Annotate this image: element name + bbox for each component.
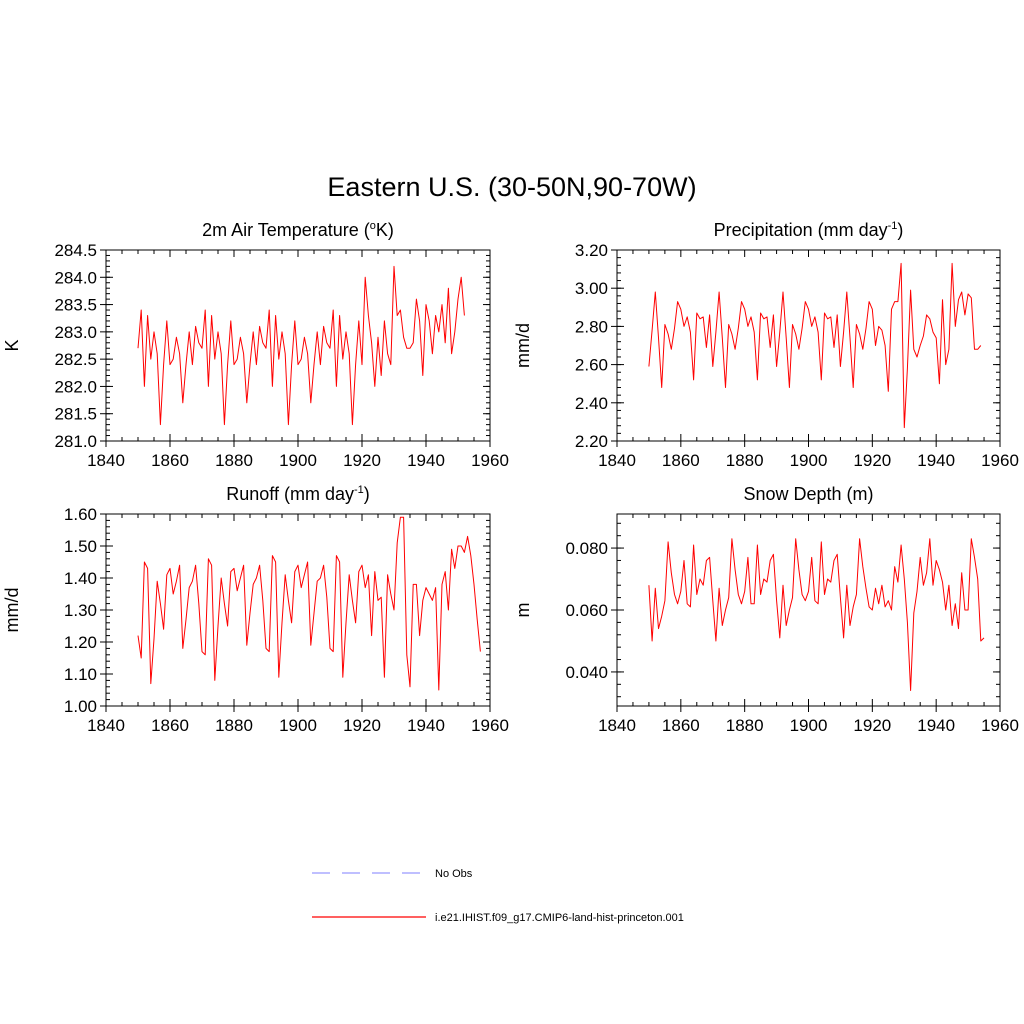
y-tick-label: 1.00 bbox=[64, 697, 97, 716]
x-tick-label: 1920 bbox=[853, 451, 891, 470]
y-tick-label: 1.40 bbox=[64, 569, 97, 588]
x-tick-label: 1940 bbox=[917, 716, 955, 735]
panel-title-snow-depth: Snow Depth (m) bbox=[743, 484, 873, 504]
x-tick-label: 1940 bbox=[917, 451, 955, 470]
x-tick-label: 1900 bbox=[790, 451, 828, 470]
y-tick-label: 2.80 bbox=[575, 317, 608, 336]
y-tick-label: 3.20 bbox=[575, 241, 608, 260]
x-tick-label: 1840 bbox=[598, 451, 636, 470]
panel-runoff: Runoff (mm day-1) 1840 1860 1880 1900 1920 194… bbox=[2, 484, 509, 735]
y-tick-label: 282.0 bbox=[54, 377, 97, 396]
y-tick-label: 284.5 bbox=[54, 241, 97, 260]
y-tick-label: 284.0 bbox=[54, 268, 97, 287]
x-tick-label: 1860 bbox=[662, 451, 700, 470]
panel-title-runoff: Runoff (mm day-1) bbox=[226, 484, 370, 504]
x-tick-label: 1960 bbox=[981, 716, 1019, 735]
y-axis-label-snow-depth: m bbox=[513, 603, 533, 618]
plot-frame-runoff bbox=[105, 513, 491, 707]
legend-obs-label: No Obs bbox=[435, 868, 473, 880]
series-line-runoff bbox=[137, 516, 481, 691]
y-tick-label: 2.40 bbox=[575, 394, 608, 413]
x-tick-label: 1860 bbox=[151, 716, 189, 735]
x-tick-label: 1920 bbox=[853, 716, 891, 735]
legend: No Obs i.e21.IHIST.f09_g17.CMIP6-land-hi… bbox=[312, 868, 684, 924]
x-tick-label: 1900 bbox=[790, 716, 828, 735]
figure-title: Eastern U.S. (30-50N,90-70W) bbox=[327, 172, 696, 202]
y-tick-label: 281.0 bbox=[54, 432, 97, 451]
x-tick-label: 1880 bbox=[726, 716, 764, 735]
y-axis-label-runoff: mm/d bbox=[2, 588, 22, 633]
y-tick-label: 282.5 bbox=[54, 350, 97, 369]
y-tick-label: 281.5 bbox=[54, 405, 97, 424]
x-tick-label: 1880 bbox=[726, 451, 764, 470]
x-tick-label: 1840 bbox=[87, 716, 125, 735]
y-tick-label: 0.040 bbox=[565, 663, 608, 682]
plot-frame-precipitation bbox=[616, 249, 1001, 442]
y-tick-label: 1.50 bbox=[64, 537, 97, 556]
x-tick-label: 1940 bbox=[407, 716, 445, 735]
y-tick-label: 0.060 bbox=[565, 601, 608, 620]
panel-temperature: 2m Air Temperature (oK) 1840 1860 1880 1900 1… bbox=[2, 220, 509, 470]
y-tick-label: 1.20 bbox=[64, 633, 97, 652]
y-tick-label: 2.20 bbox=[575, 432, 608, 451]
x-tick-label: 1940 bbox=[407, 451, 445, 470]
plot-frame-snow-depth bbox=[616, 513, 1001, 707]
y-tick-label: 283.0 bbox=[54, 323, 97, 342]
series-line-snow-depth bbox=[648, 538, 985, 691]
series-line-temperature bbox=[137, 265, 465, 426]
x-tick-label: 1900 bbox=[279, 716, 317, 735]
y-tick-label: 1.60 bbox=[64, 505, 97, 524]
panel-title-temperature: 2m Air Temperature (oK) bbox=[202, 220, 394, 240]
x-tick-label: 1920 bbox=[343, 451, 381, 470]
panel-title-precipitation: Precipitation (mm day-1) bbox=[714, 220, 904, 240]
x-tick-label: 1860 bbox=[662, 716, 700, 735]
y-tick-label: 283.5 bbox=[54, 296, 97, 315]
x-tick-label: 1960 bbox=[981, 451, 1019, 470]
series-line-precipitation bbox=[648, 262, 982, 429]
panel-snow-depth: Snow Depth (m) 1840 1860 1880 1900 1920 1940 19… bbox=[513, 484, 1019, 735]
x-tick-label: 1900 bbox=[279, 451, 317, 470]
y-tick-label: 0.080 bbox=[565, 539, 608, 558]
y-tick-label: 1.30 bbox=[64, 601, 97, 620]
panel-precipitation: Precipitation (mm day-1) 1840 1860 1880 1900… bbox=[513, 220, 1019, 470]
x-tick-label: 1920 bbox=[343, 716, 381, 735]
y-tick-label: 1.10 bbox=[64, 665, 97, 684]
y-tick-label: 3.00 bbox=[575, 279, 608, 298]
x-tick-label: 1840 bbox=[87, 451, 125, 470]
x-tick-label: 1880 bbox=[215, 451, 253, 470]
y-axis-label-precipitation: mm/d bbox=[513, 323, 533, 368]
y-axis-label-temperature: K bbox=[2, 339, 22, 351]
legend-model-label: i.e21.IHIST.f09_g17.CMIP6-land-hist-prin… bbox=[435, 912, 684, 924]
x-tick-label: 1840 bbox=[598, 716, 636, 735]
plot-panels: 2m Air Temperature (oK) 1840 1860 1880 1900 1… bbox=[2, 220, 1019, 735]
x-tick-label: 1880 bbox=[215, 716, 253, 735]
y-tick-label: 2.60 bbox=[575, 356, 608, 375]
x-tick-label: 1960 bbox=[471, 451, 509, 470]
x-tick-label: 1860 bbox=[151, 451, 189, 470]
plot-frame-temperature bbox=[105, 249, 491, 442]
x-tick-label: 1960 bbox=[471, 716, 509, 735]
